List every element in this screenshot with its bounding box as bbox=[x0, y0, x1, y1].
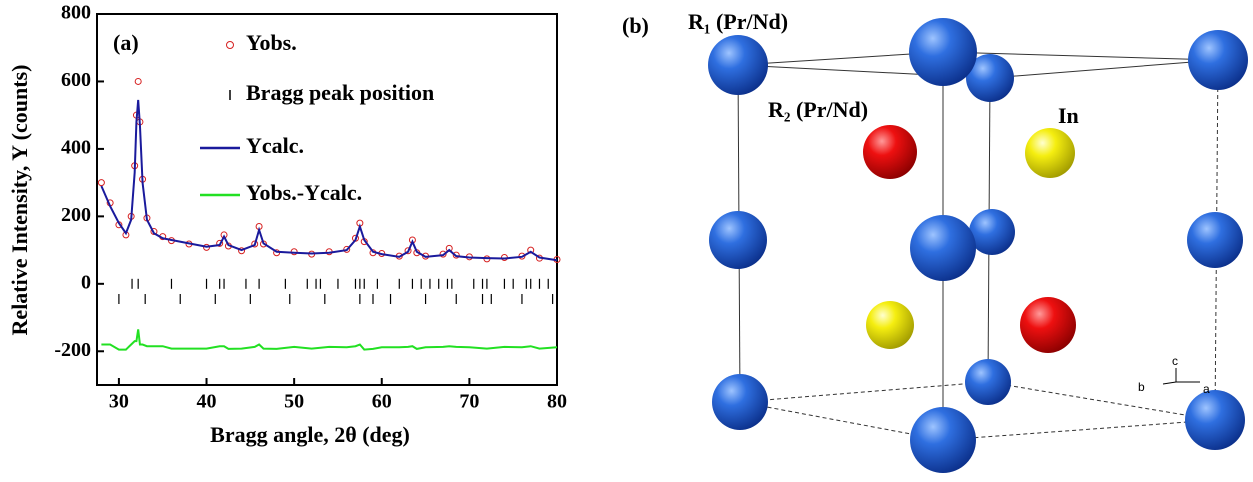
y-axis-label: Relative Intensity, Y (counts) bbox=[7, 65, 32, 336]
atom bbox=[1187, 212, 1243, 268]
xrd-plot: (a) Bragg angle, 2θ (deg) Relative Inten… bbox=[7, 2, 567, 447]
x-tick-label: 80 bbox=[547, 391, 567, 413]
x-tick-label: 70 bbox=[459, 391, 479, 413]
atoms bbox=[708, 18, 1248, 473]
x-axis-label: Bragg angle, 2θ (deg) bbox=[210, 422, 410, 447]
y-tick-label: 0 bbox=[81, 271, 91, 293]
atom bbox=[1025, 128, 1075, 178]
y-tick-label: 600 bbox=[61, 69, 91, 91]
axis-indicator bbox=[1163, 368, 1200, 384]
axis-label: c bbox=[1172, 354, 1178, 368]
atom bbox=[866, 301, 914, 349]
atom bbox=[910, 215, 976, 281]
legend-symbol bbox=[227, 42, 234, 49]
axis-label: b bbox=[1138, 380, 1145, 394]
atom bbox=[1185, 390, 1245, 450]
atom bbox=[708, 35, 768, 95]
atom bbox=[712, 374, 768, 430]
data-point bbox=[135, 78, 141, 84]
x-tick-label: 30 bbox=[109, 391, 129, 413]
axis-label: a bbox=[1203, 382, 1210, 396]
figure: (a) Bragg angle, 2θ (deg) Relative Inten… bbox=[0, 0, 1253, 482]
atom bbox=[1188, 30, 1248, 90]
data-line bbox=[101, 329, 557, 349]
x-tick-label: 40 bbox=[197, 391, 217, 413]
x-tick-label: 50 bbox=[284, 391, 304, 413]
atom-label: R₁ (Pr/Nd) bbox=[688, 9, 788, 34]
y-tick-label: -200 bbox=[54, 339, 91, 361]
panel-label: (b) bbox=[622, 13, 649, 38]
atom-label: In bbox=[1058, 103, 1079, 128]
crystal-structure: (b) R₁ (Pr/Nd) R₂ (Pr/Nd) In c b a bbox=[622, 9, 1248, 473]
atom bbox=[1020, 297, 1076, 353]
atom bbox=[909, 18, 977, 86]
atom-label: R₂ (Pr/Nd) bbox=[768, 97, 868, 122]
legend-label: Yobs. bbox=[246, 30, 297, 55]
legend-label: Bragg peak position bbox=[246, 80, 434, 105]
atom bbox=[863, 125, 917, 179]
legend-label: Ycalc. bbox=[246, 133, 304, 158]
y-tick-label: 200 bbox=[61, 204, 91, 226]
y-tick-label: 800 bbox=[61, 2, 91, 24]
atom bbox=[965, 359, 1011, 405]
y-tick-label: 400 bbox=[61, 137, 91, 159]
legend-label: Yobs.-Ycalc. bbox=[246, 180, 362, 205]
atom bbox=[709, 211, 767, 269]
data-point bbox=[98, 180, 104, 186]
atom bbox=[910, 407, 976, 473]
panel-label: (a) bbox=[113, 30, 139, 55]
x-tick-label: 60 bbox=[372, 391, 392, 413]
